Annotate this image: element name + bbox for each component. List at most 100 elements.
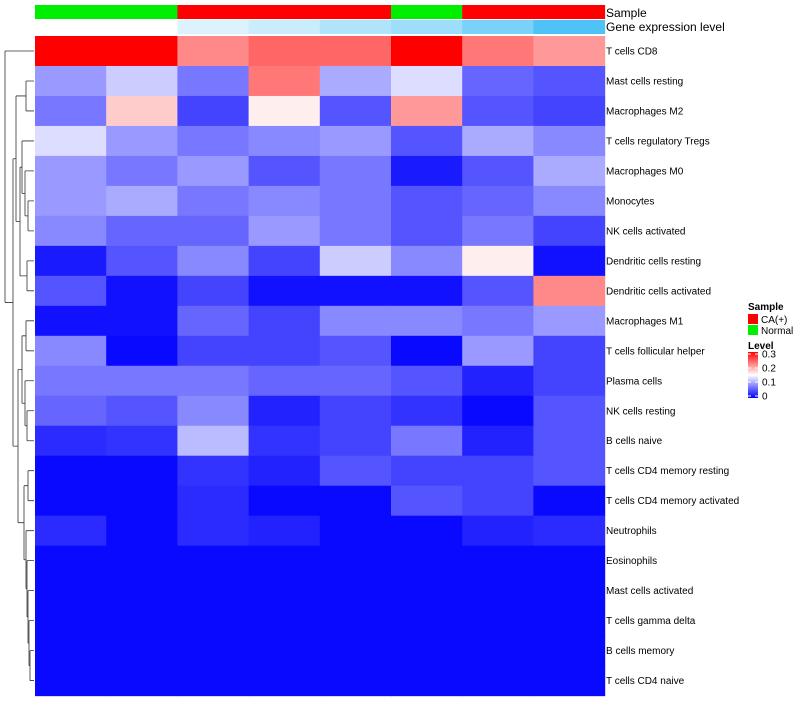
heatmap-cell [35,335,107,367]
level-tick-label: 0 [762,392,768,403]
heatmap-cell [177,485,250,517]
heatmap-cell [35,125,107,157]
heatmap-cell [319,605,392,637]
row-label: T cells CD4 memory resting [606,466,729,477]
heatmap-cell [177,65,250,97]
heatmap-cell [533,545,606,577]
row-label: T cells follicular helper [606,346,705,357]
heatmap-cell [177,95,250,127]
heatmap-cell [177,545,250,577]
heatmap-cell [248,215,321,247]
heatmap-cell [533,515,606,547]
row-label: Eosinophils [606,556,657,567]
dendrogram-branch [4,50,34,303]
heatmap-cell [319,635,392,667]
sample-annotation-cell [106,5,178,19]
dendrogram-branch [24,170,34,217]
heatmap-cell [391,545,463,577]
heatmap-cell [248,95,321,127]
heatmap-cell [391,485,463,517]
heatmap-cell [462,36,534,67]
heatmap-cell [177,605,250,637]
heatmap-cell [391,245,463,277]
heatmap-cell [106,365,178,397]
heatmap-cell [533,65,606,97]
heatmap-cell [177,275,250,307]
heatmap-cell [462,575,534,607]
heatmap-cell [106,65,178,97]
heatmap-cell [35,455,107,487]
heatmap-cell [533,95,606,127]
dendrogram-branch [17,369,24,524]
heatmap-cell [177,515,250,547]
expression-annotation-cell [391,20,463,34]
heatmap-cell [319,365,392,397]
heatmap-cell [462,515,534,547]
heatmap-cell [462,125,534,157]
heatmap-cell [248,275,321,307]
heatmap-cell [35,575,107,607]
row-label: B cells memory [606,646,674,657]
heatmap-cell [248,185,321,217]
heatmap-cell [177,185,250,217]
heatmap-cell [248,545,321,577]
heatmap-cell [462,245,534,277]
dendrogram-branch [27,200,34,232]
heatmap-cell [391,305,463,337]
sample-annotation-cell [35,5,107,19]
sample-legend-swatch [748,314,758,324]
sample-annotation-cell [462,5,534,19]
heatmap-cell [35,275,107,307]
heatmap-cell [177,36,250,67]
heatmap-cell [106,36,178,67]
heatmap-cell [248,515,321,547]
heatmap-cell [391,155,463,187]
heatmap-cell [462,635,534,667]
heatmap-cell [462,605,534,637]
heatmap-cell [248,605,321,637]
heatmap-cell [248,155,321,187]
sample-annotation-cell [533,5,606,19]
heatmap-cell [106,515,178,547]
heatmap-cell [533,155,606,187]
heatmap-cell [462,335,534,367]
row-label: Neutrophils [606,526,657,537]
heatmap-cell [462,95,534,127]
row-label: T cells CD4 memory activated [606,496,739,507]
heatmap-cell [248,65,321,97]
heatmap-cell [177,125,250,157]
sample-annotation-cell [248,5,321,19]
heatmap-cell [106,215,178,247]
level-legend-title: Level [748,341,774,352]
heatmap-cell [533,365,606,397]
heatmap-cell [106,455,178,487]
heatmap-cell [391,605,463,637]
heatmap-cell [319,65,392,97]
heatmap-cell [533,635,606,667]
heatmap-cell [248,485,321,517]
row-label: B cells naive [606,436,663,447]
heatmap-cell [319,125,392,157]
heatmap-cell [248,455,321,487]
expression-annotation-cell [462,20,534,34]
heatmap-cell [391,635,463,667]
heatmap-cell [177,245,250,277]
row-label: T cells gamma delta [606,616,696,627]
sample-annotation-cell [177,5,250,19]
heatmap-cell [462,215,534,247]
level-tick-label: 0.1 [762,378,776,389]
heatmap-cell [106,665,178,697]
heatmap-cell [391,335,463,367]
heatmap-cell [533,305,606,337]
heatmap-cell [391,515,463,547]
expression-annotation-cell [106,20,178,34]
heatmap-cell [533,485,606,517]
row-label: Macrophages M1 [606,316,684,327]
heatmap-cell [319,275,392,307]
heatmap-cell [533,395,606,427]
heatmap-cell [106,95,178,127]
heatmap-cell [533,185,606,217]
row-label: Mast cells resting [606,76,683,87]
heatmap-cell [177,215,250,247]
sample-legend-label: Normal [761,326,793,337]
